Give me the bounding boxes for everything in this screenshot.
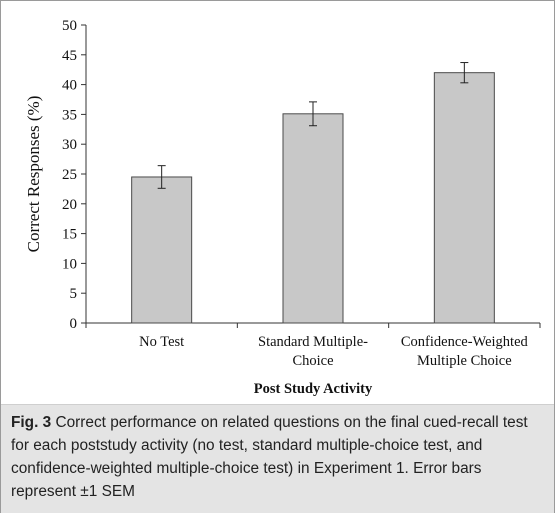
y-tick-label: 0 bbox=[70, 316, 78, 332]
y-axis-title: Correct Responses (%) bbox=[24, 96, 43, 253]
bar bbox=[282, 113, 344, 324]
chart-area: 0 5 10 15 20 25 30 35 40 45 50 No Test Standard Mult… bbox=[1, 1, 555, 401]
x-category-label: Standard Multiple- bbox=[258, 334, 368, 350]
y-tick-label: 40 bbox=[62, 78, 77, 94]
bar-chart: 0 5 10 15 20 25 30 35 40 45 50 No Test Standard Mult… bbox=[24, 18, 541, 397]
y-tick-label: 45 bbox=[62, 48, 77, 64]
y-tick-label: 30 bbox=[62, 137, 77, 153]
bar bbox=[131, 176, 193, 324]
figure-label: Fig. 3 bbox=[11, 414, 52, 431]
x-category-label: Multiple Choice bbox=[417, 353, 512, 369]
x-axis-title: Post Study Activity bbox=[254, 381, 373, 397]
y-tick-label: 15 bbox=[62, 227, 77, 243]
figure-caption: Fig. 3 Correct performance on related qu… bbox=[1, 404, 554, 513]
y-tick-label: 20 bbox=[62, 197, 77, 213]
x-category-label: Confidence-Weighted bbox=[401, 334, 529, 350]
y-tick-label: 50 bbox=[62, 18, 77, 34]
y-tick-label: 10 bbox=[62, 256, 77, 272]
y-tick-label: 5 bbox=[70, 286, 78, 302]
y-tick-label: 25 bbox=[62, 167, 77, 183]
x-category-label: Choice bbox=[292, 353, 333, 369]
y-tick-label: 35 bbox=[62, 107, 77, 123]
x-category-label: No Test bbox=[139, 334, 184, 350]
caption-text: Correct performance on related questions… bbox=[11, 414, 528, 500]
bar bbox=[433, 72, 495, 324]
